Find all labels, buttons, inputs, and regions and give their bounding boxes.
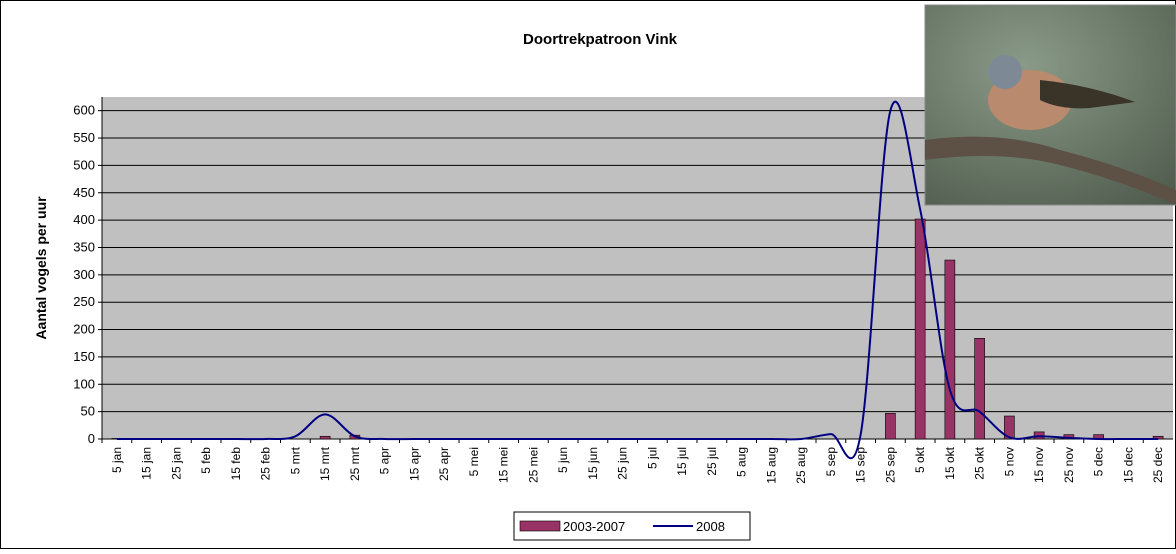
x-tick-label: 15 apr [407, 447, 421, 481]
y-tick-label: 350 [73, 239, 95, 254]
legend-label: 2008 [696, 519, 725, 534]
y-tick-label: 400 [73, 212, 95, 227]
x-tick-label: 15 mei [497, 447, 511, 483]
x-tick-label: 15 okt [943, 446, 957, 479]
x-tick-label: 25 feb [259, 447, 273, 481]
y-tick-label: 500 [73, 157, 95, 172]
x-tick-label: 15 nov [1032, 447, 1046, 483]
x-tick-label: 5 mrt [288, 446, 302, 474]
y-tick-label: 550 [73, 130, 95, 145]
x-tick-label: 15 jun [586, 447, 600, 480]
legend-label: 2003-2007 [563, 519, 625, 534]
legend-swatch [519, 520, 561, 532]
x-tick-label: 25 jan [169, 447, 183, 480]
y-tick-label: 250 [73, 294, 95, 309]
x-tick-label: 15 mrt [318, 446, 332, 481]
x-tick-label: 5 dec [1092, 447, 1106, 476]
x-tick-label: 15 dec [1121, 447, 1135, 483]
x-tick-label: 5 jul [645, 447, 659, 469]
x-tick-label: 25 jun [616, 447, 630, 480]
y-tick-label: 450 [73, 185, 95, 200]
y-axis-label: Aantal vogels per uur [33, 196, 49, 340]
branch [925, 136, 1176, 205]
y-tick-label: 150 [73, 349, 95, 364]
x-tick-label: 5 jan [110, 447, 124, 473]
x-tick-label: 5 jun [556, 447, 570, 473]
x-tick-label: 5 mei [467, 447, 481, 476]
x-tick-label: 5 okt [913, 446, 927, 473]
bar [1004, 415, 1015, 440]
x-tick-label: 25 aug [794, 447, 808, 484]
x-tick-label: 25 apr [437, 447, 451, 481]
y-tick-label: 200 [73, 322, 95, 337]
y-tick-label: 50 [81, 404, 95, 419]
x-tick-label: 25 mrt [348, 446, 362, 481]
x-tick-label: 25 jul [705, 447, 719, 476]
x-tick-label: 15 aug [764, 447, 778, 484]
bird-head [988, 55, 1022, 89]
x-tick-label: 25 sep [883, 447, 897, 483]
chart-title: Doortrekpatroon Vink [523, 31, 678, 48]
y-tick-label: 300 [73, 267, 95, 282]
bird-wing [1040, 80, 1135, 109]
bar [319, 435, 331, 440]
x-tick-label: 15 jul [675, 447, 689, 476]
bar [974, 338, 985, 440]
photo [924, 4, 1176, 206]
line [116, 100, 1159, 460]
bar [944, 259, 956, 440]
x-tick-label: 5 apr [378, 447, 392, 474]
x-tick-label: 25 mei [526, 447, 540, 483]
x-tick-label: 5 nov [1002, 447, 1016, 476]
bar [885, 412, 896, 440]
x-tick-label: 25 nov [1062, 447, 1076, 483]
bar [914, 218, 926, 440]
y-tick-label: 0 [88, 431, 95, 446]
x-tick-label: 25 dec [1151, 447, 1165, 483]
x-tick-label: 25 okt [973, 446, 987, 479]
x-tick-label: 15 feb [229, 447, 243, 481]
y-tick-label: 100 [73, 376, 95, 391]
x-tick-label: 5 aug [735, 447, 749, 477]
x-tick-label: 5 sep [824, 447, 838, 477]
x-tick-label: 15 sep [854, 447, 868, 483]
x-tick-label: 15 jan [140, 447, 154, 480]
y-tick-label: 600 [73, 103, 95, 118]
x-tick-label: 5 feb [199, 447, 213, 474]
